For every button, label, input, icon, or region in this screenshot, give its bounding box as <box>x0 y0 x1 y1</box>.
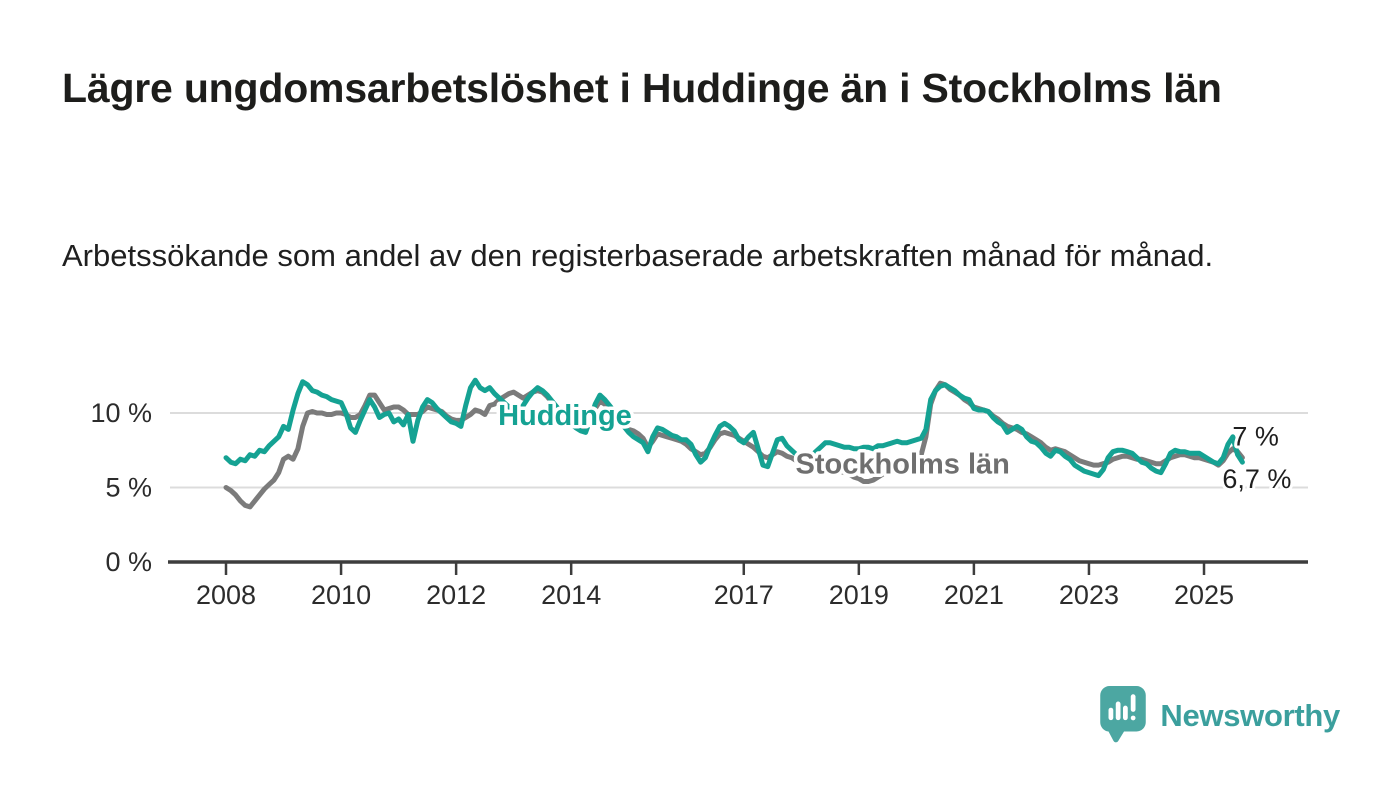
x-axis-tick-label: 2021 <box>944 580 1004 610</box>
newsworthy-logo-text: Newsworthy <box>1160 698 1340 733</box>
x-axis-tick-label: 2014 <box>541 580 601 610</box>
newsworthy-logo: Newsworthy <box>1098 686 1340 746</box>
chart-subtitle: Arbetssökande som andel av den registerb… <box>62 238 1214 273</box>
x-axis-tick-label: 2008 <box>196 580 256 610</box>
series-label-stockholms-l-n: Stockholms län <box>796 449 1010 481</box>
series-label-huddinge: Huddinge <box>498 400 632 432</box>
x-axis-tick-label: 2019 <box>829 580 889 610</box>
x-axis-tick-label: 2023 <box>1059 580 1119 610</box>
x-axis-tick-label: 2025 <box>1174 580 1234 610</box>
y-axis-tick-label: 5 % <box>105 473 152 503</box>
x-axis-tick-label: 2010 <box>311 580 371 610</box>
end-value-label-stockholms-l-n: 7 % <box>1232 422 1279 452</box>
x-axis-tick-label: 2012 <box>426 580 486 610</box>
chart-line-huddinge <box>223 377 1245 479</box>
bar-chart-speech-bubble-icon <box>1100 686 1147 743</box>
y-axis-tick-label: 0 % <box>105 547 152 577</box>
end-value-label-huddinge: 6,7 % <box>1222 464 1291 494</box>
page-title: Lägre ungdomsarbetslöshet i Huddinge än … <box>62 65 1222 111</box>
y-axis-tick-label: 10 % <box>90 398 152 428</box>
x-axis-tick-label: 2017 <box>714 580 774 610</box>
